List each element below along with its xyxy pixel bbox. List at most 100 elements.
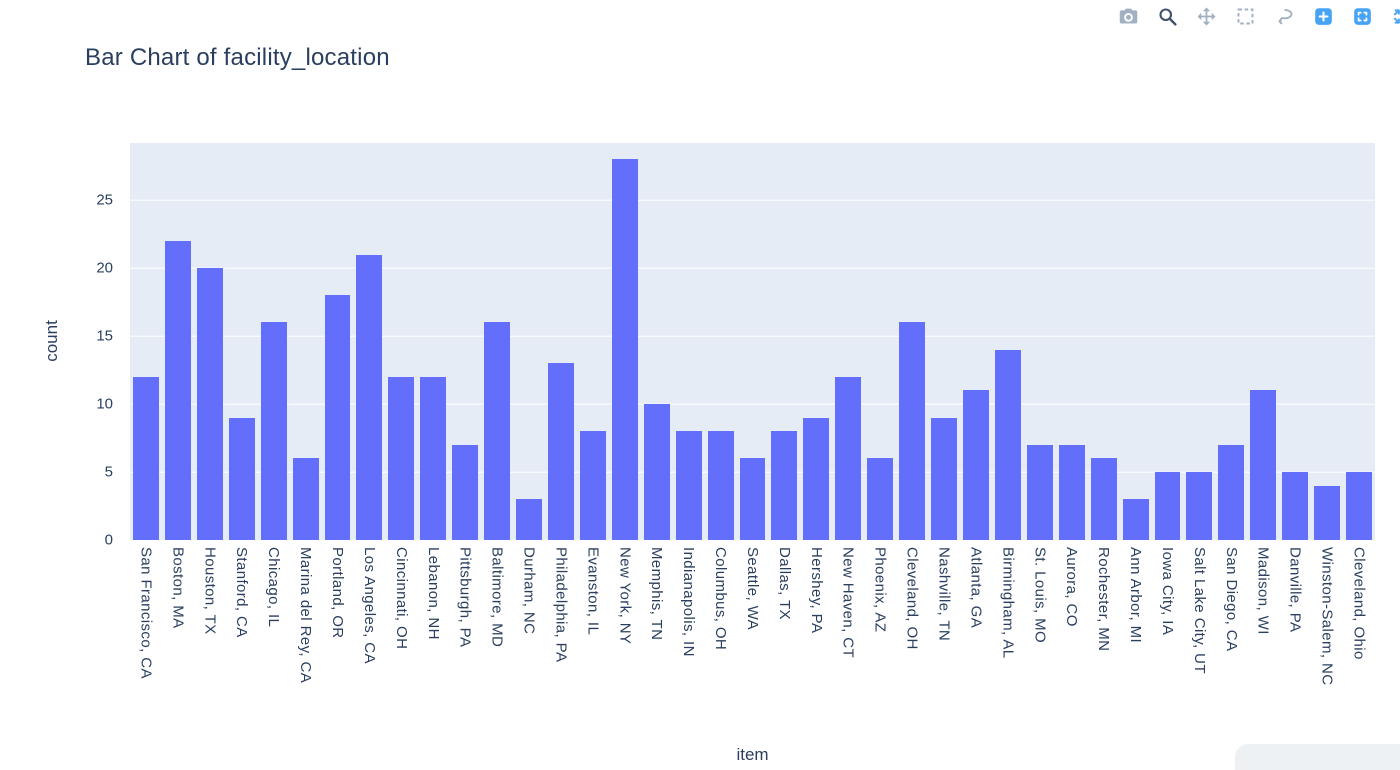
bar-slot [800,143,832,540]
x-tick-slot: St. Louis, MO [1024,547,1056,643]
bar-slot [322,143,354,540]
x-tick-label: Aurora, CO [1063,547,1081,627]
bar-slot [1215,143,1247,540]
gridline [130,199,1375,201]
autoscale-icon[interactable] [1347,2,1377,30]
bar[interactable] [1218,444,1245,540]
x-tick-label: Atlanta, GA [967,547,985,629]
bar[interactable] [324,295,351,540]
bar[interactable] [803,417,830,540]
x-tick-slot: Chicago, IL [258,547,290,627]
x-tick-slot: Madison, WI [1247,547,1279,635]
x-tick-slot: Dallas, TX [768,547,800,620]
x-tick-label: Cleveland, Ohio [1350,547,1368,660]
x-tick-label: Madison, WI [1254,547,1272,635]
reset-axes-icon[interactable] [1386,2,1400,30]
x-tick-slot: Aurora, CO [1056,547,1088,627]
bar[interactable] [196,268,223,540]
x-tick-slot: Danville, PA [1279,547,1311,632]
x-tick-label: Indianapolis, IN [680,547,698,657]
bar[interactable] [292,458,319,540]
bar[interactable] [133,376,159,540]
gridline [130,403,1375,405]
bar-slot [960,143,992,540]
x-tick-label: Durham, NC [520,547,538,635]
x-tick-slot: Marina del Rey, CA [290,547,322,683]
x-tick-slot: Birmingham, AL [992,547,1024,658]
bar[interactable] [707,431,734,540]
bar[interactable] [1026,444,1053,540]
box-select-icon[interactable] [1230,2,1260,30]
bar[interactable] [867,458,894,540]
bar[interactable] [228,417,255,540]
bar[interactable] [835,376,862,540]
zoom-icon[interactable] [1152,2,1182,30]
x-tick-slot: San Diego, CA [1215,547,1247,651]
x-tick-slot: Cleveland, OH [896,547,928,650]
bar-slot [1152,143,1184,540]
bar[interactable] [1122,499,1149,540]
bar[interactable] [899,322,926,540]
bar-slot [768,143,800,540]
chart-title: Bar Chart of facility_location [85,44,390,71]
x-tick-label: Nashville, TN [935,547,953,642]
x-tick-slot: Portland, OR [322,547,354,639]
bars-container [130,143,1375,540]
bar[interactable] [164,240,191,540]
bar[interactable] [1154,472,1181,540]
bar[interactable] [1346,472,1372,540]
bar[interactable] [1186,472,1213,540]
bar-slot [1088,143,1120,540]
bar[interactable] [356,254,383,540]
zoom-in-icon[interactable] [1308,2,1338,30]
bar[interactable] [516,499,542,540]
bar[interactable] [771,431,798,540]
y-tick-label: 25 [96,191,113,209]
x-tick-slot: Lebanon, NH [417,547,449,640]
bar[interactable] [611,159,638,540]
bar[interactable] [962,390,989,540]
y-tick-label: 10 [96,395,113,413]
x-tick-label: New York, NY [616,547,634,645]
bar[interactable] [994,349,1021,540]
pan-icon[interactable] [1191,2,1221,30]
bar[interactable] [1058,444,1085,540]
x-tick-slot: Pittsburgh, PA [449,547,481,647]
bar[interactable] [1090,458,1117,540]
bar-slot [449,143,481,540]
bar-slot [1024,143,1056,540]
bar-slot [290,143,322,540]
bar[interactable] [643,404,670,540]
x-tick-label: San Francisco, CA [137,547,155,679]
x-tick-slot: Durham, NC [513,547,545,634]
bar-slot [737,143,769,540]
camera-icon[interactable] [1113,2,1143,30]
plotly-modebar [1113,2,1400,30]
x-tick-slot: Ann Arbor, MI [1120,547,1152,643]
bar[interactable] [579,431,606,540]
bar-slot [513,143,545,540]
bar-slot [162,143,194,540]
bar[interactable] [1282,472,1309,540]
bar[interactable] [675,431,702,540]
y-tick-label: 5 [104,463,113,481]
lasso-icon[interactable] [1269,2,1299,30]
y-tick-label: 0 [104,531,113,549]
bar[interactable] [484,322,511,540]
bar[interactable] [260,322,287,540]
x-tick-slot: Iowa City, IA [1152,547,1184,635]
bar[interactable] [1250,390,1277,540]
x-tick-label: Birmingham, AL [999,547,1017,659]
bar[interactable] [1314,485,1341,540]
plot-area[interactable] [130,143,1375,541]
bar-slot [353,143,385,540]
bar[interactable] [547,363,574,540]
bar[interactable] [452,444,479,540]
bar[interactable] [420,376,447,540]
corner-overlay [1235,744,1400,770]
bar[interactable] [739,458,766,540]
bar[interactable] [388,376,415,540]
bar[interactable] [931,417,957,540]
x-tick-label: Boston, MA [169,547,187,629]
